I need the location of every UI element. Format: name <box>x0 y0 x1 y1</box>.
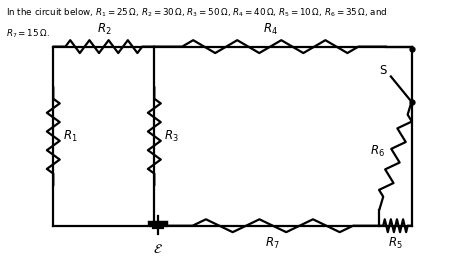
Text: S: S <box>379 64 387 77</box>
Text: $R_7 = 15\,\Omega$.: $R_7 = 15\,\Omega$. <box>6 27 50 40</box>
Text: $R_1$: $R_1$ <box>64 129 78 144</box>
Text: $R_7$: $R_7$ <box>265 236 280 251</box>
Text: In the circuit below, $R_1 = 25\,\Omega$, $R_2 = 30\,\Omega$, $R_3 = 50\,\Omega$: In the circuit below, $R_1 = 25\,\Omega$… <box>6 6 387 19</box>
Text: $R_4$: $R_4$ <box>263 22 278 38</box>
Text: $R_2$: $R_2$ <box>97 22 111 38</box>
Text: $R_6$: $R_6$ <box>370 143 384 159</box>
Text: $R_3$: $R_3$ <box>164 129 179 144</box>
Text: $R_5$: $R_5$ <box>388 236 403 251</box>
Text: $\mathcal{E}$: $\mathcal{E}$ <box>153 243 163 256</box>
